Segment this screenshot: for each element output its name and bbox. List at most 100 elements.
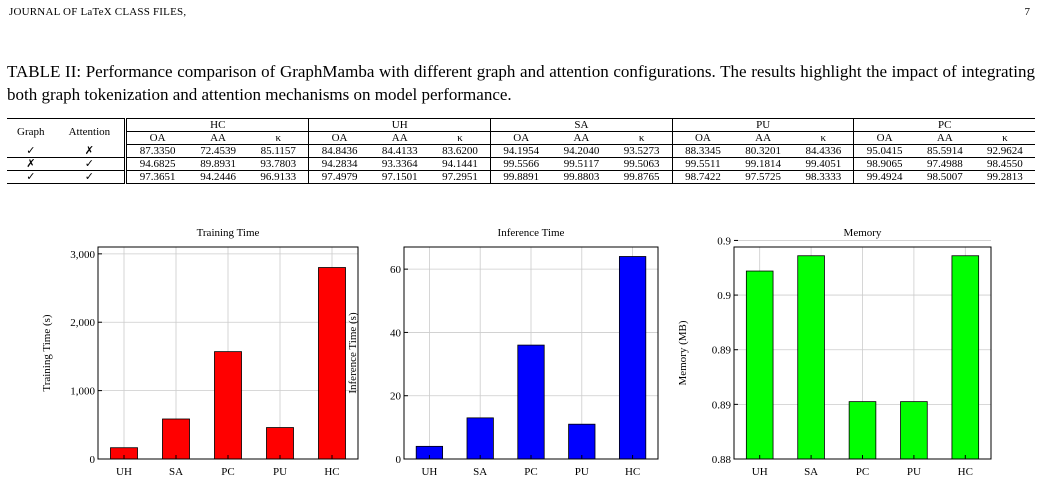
table-cell: 72.4539 (188, 144, 249, 158)
metric-oa: OA (490, 131, 552, 145)
table-cell: 99.4051 (793, 157, 855, 171)
chart-title: Training Time (197, 227, 260, 239)
table-cell: 99.8765 (611, 170, 673, 184)
table-cell: 94.1441 (429, 157, 492, 171)
table-cell: 93.3364 (369, 157, 430, 171)
table-cell: 93.5273 (611, 144, 673, 158)
x-tick-label: UH (752, 466, 768, 478)
metric-aa: AA (914, 131, 975, 145)
x-tick-label: SA (169, 466, 183, 478)
y-tick-label: 0.89 (712, 399, 732, 411)
chart-title: Memory (844, 227, 882, 239)
attention-flag: ✗ (54, 144, 128, 158)
table-cell: 85.5914 (914, 144, 975, 158)
y-tick-label: 0.9 (717, 235, 731, 247)
metric-kappa: κ (974, 131, 1035, 145)
y-axis-label: Memory (MB) (677, 320, 689, 385)
page-number: 7 (1024, 6, 1031, 18)
bar (951, 255, 980, 460)
table-header-row: Graph Attention HC UH SA PU PC (7, 118, 1035, 145)
bar (318, 267, 346, 460)
bar (568, 423, 596, 460)
dataset-header-pu: PU (672, 118, 855, 132)
table-cell: 97.5725 (733, 170, 794, 184)
bar (797, 255, 825, 460)
bar (848, 401, 877, 460)
table-cell: 84.4336 (793, 144, 855, 158)
bar (466, 417, 494, 460)
y-axis-label: Inference Time (s) (347, 312, 359, 394)
latex-logo: LaTeX (80, 6, 112, 18)
bar (266, 427, 294, 460)
results-table: Graph Attention HC UH SA PU PC OA AA κ O… (7, 118, 1035, 184)
x-tick-label: UH (421, 466, 437, 478)
table-cell: 97.1501 (369, 170, 430, 184)
table-cell: 99.4924 (853, 170, 915, 184)
table-cell: 94.6825 (125, 157, 189, 171)
table-cell: 99.5566 (490, 157, 552, 171)
table-cell: 99.5511 (672, 157, 734, 171)
y-tick-label: 0.89 (712, 345, 732, 357)
x-tick-label: SA (473, 466, 487, 478)
bar (162, 418, 190, 460)
graph-header: Graph (7, 118, 55, 145)
x-tick-label: UH (116, 466, 132, 478)
table-cell: 97.4979 (308, 170, 370, 184)
y-tick-label: 60 (390, 264, 402, 276)
table-cell: 94.2446 (188, 170, 249, 184)
metric-aa: AA (369, 131, 430, 145)
x-tick-label: PC (524, 466, 537, 478)
table-cell: 85.1157 (248, 144, 310, 158)
attention-header: Attention (54, 118, 128, 145)
metric-aa: AA (551, 131, 612, 145)
y-tick-label: 2,000 (70, 317, 95, 329)
table-cell: 97.3651 (125, 170, 189, 184)
dataset-header-hc: HC (125, 118, 310, 132)
table-cell: 99.1814 (733, 157, 794, 171)
bar (745, 270, 774, 460)
x-tick-label: HC (958, 466, 973, 478)
y-tick-label: 1,000 (70, 386, 95, 398)
table-caption: TABLE II: Performance comparison of Grap… (7, 62, 1035, 104)
attention-flag: ✓ (54, 157, 128, 171)
table-cell: 96.9133 (248, 170, 310, 184)
y-tick-label: 0.9 (717, 290, 731, 302)
metric-oa: OA (672, 131, 734, 145)
running-head: JOURNAL OF LaTeX CLASS FILES, (9, 6, 186, 18)
x-tick-label: HC (625, 466, 640, 478)
x-tick-label: SA (804, 466, 818, 478)
table-cell: 98.4550 (974, 157, 1035, 171)
graph-flag: ✓ (7, 144, 55, 158)
table-cell: 97.4988 (914, 157, 975, 171)
table-cell: 98.5007 (914, 170, 975, 184)
dataset-header-uh: UH (308, 118, 492, 132)
x-tick-label: PU (575, 466, 589, 478)
table-cell: 84.8436 (308, 144, 370, 158)
metric-oa: OA (125, 131, 189, 145)
x-tick-label: HC (324, 466, 339, 478)
table-cell: 87.3350 (125, 144, 189, 158)
table-cell: 84.4133 (369, 144, 430, 158)
metric-kappa: κ (793, 131, 855, 145)
table-cell: 94.1954 (490, 144, 552, 158)
metric-oa: OA (308, 131, 370, 145)
bar (517, 344, 545, 460)
table-cell: 98.9065 (853, 157, 915, 171)
table-cell: 88.3345 (672, 144, 734, 158)
table-cell: 80.3201 (733, 144, 794, 158)
bar (900, 401, 928, 460)
table-cell: 83.6200 (429, 144, 492, 158)
y-tick-label: 0.88 (712, 454, 732, 466)
x-tick-label: PU (907, 466, 921, 478)
journal-prefix: JOURNAL OF (9, 6, 81, 18)
table-cell: 94.2040 (551, 144, 612, 158)
journal-suffix: CLASS FILES, (111, 6, 187, 18)
table-cell: 99.8803 (551, 170, 612, 184)
metric-oa: OA (853, 131, 915, 145)
chart-title: Inference Time (498, 227, 565, 239)
graph-flag: ✗ (7, 157, 55, 171)
dataset-header-sa: SA (490, 118, 673, 132)
table-cell: 98.7422 (672, 170, 734, 184)
table-cell: 93.7803 (248, 157, 310, 171)
